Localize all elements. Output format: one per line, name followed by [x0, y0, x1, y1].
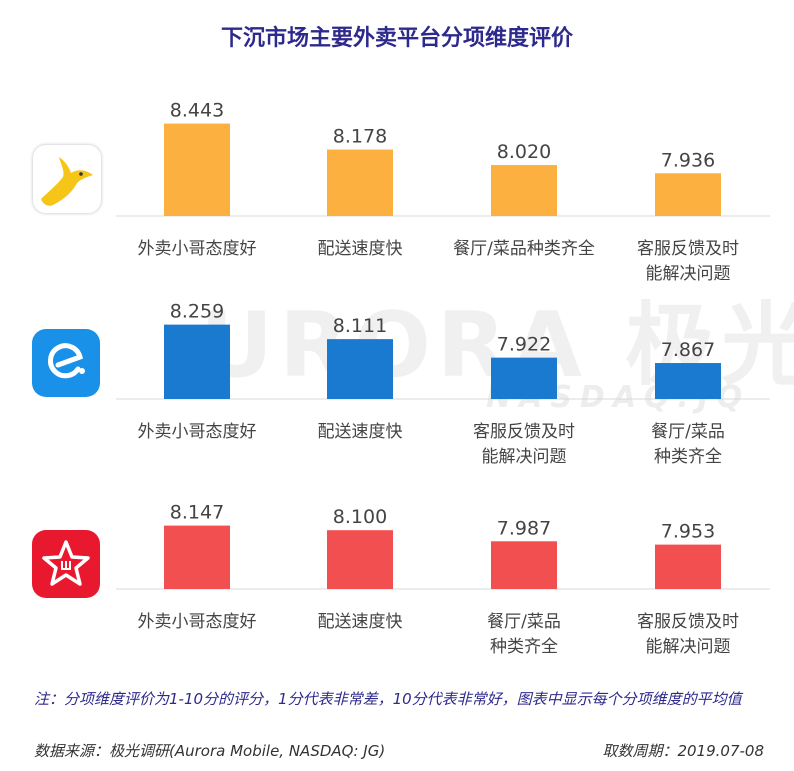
chart-1-category-label: 餐厅/菜品种类齐全: [453, 239, 595, 259]
chart-3-category-label: 种类齐全: [490, 637, 558, 657]
chart-1-bar: [327, 149, 393, 216]
chart-1-value-label: 8.443: [170, 100, 224, 122]
eleme-logo-icon: [47, 343, 85, 379]
chart-3-category-label: 客服反馈及时: [637, 612, 739, 632]
chart-3-value-label: 8.100: [333, 506, 387, 528]
chart-3-value-label: 7.953: [661, 521, 715, 543]
chart-3-value-label: 8.147: [170, 502, 224, 524]
chart-2-category-label: 能解决问题: [482, 447, 567, 467]
chart-2-category-label: 餐厅/菜品: [651, 422, 725, 442]
chart-3-category-label: 配送速度快: [318, 612, 403, 632]
chart-2-bar: [164, 324, 230, 399]
chart-2-value-label: 8.111: [333, 315, 387, 337]
chart-2-value-label: 8.259: [170, 301, 224, 323]
chart-2-value-label: 7.922: [497, 334, 551, 356]
chart-1-category-label: 外卖小哥态度好: [138, 239, 257, 259]
chart-2-bar: [491, 357, 557, 399]
chart-3-bar: [164, 525, 230, 589]
chart-2-bar: [655, 363, 721, 399]
chart-1-category-label: 客服反馈及时: [637, 239, 739, 259]
chart-3-bar: [327, 530, 393, 589]
chart-2-category-label: 种类齐全: [654, 447, 722, 467]
chart-2-bar: [327, 339, 393, 399]
chart-2-category-label: 配送速度快: [318, 422, 403, 442]
data-period: 取数周期：2019.07-08: [602, 742, 764, 760]
chart-2-value-label: 7.867: [661, 339, 715, 361]
chart-1-bar: [164, 123, 230, 216]
chart-3-category-label: 外卖小哥态度好: [138, 612, 257, 632]
chart-3-bar: [491, 541, 557, 589]
meituan-kangaroo-icon: [41, 157, 93, 206]
eleme-logo: [32, 329, 100, 397]
meituan-logo: [32, 144, 102, 214]
chart-1-category-label: 配送速度快: [318, 239, 403, 259]
page-title: 下沉市场主要外卖平台分项维度评价: [220, 26, 573, 51]
chart-3-category-label: 能解决问题: [646, 637, 731, 657]
bar-charts: 8.443外卖小哥态度好8.178配送速度快8.020餐厅/菜品种类齐全7.93…: [116, 100, 770, 657]
data-source: 数据来源：极光调研(Aurora Mobile, NASDAQ: JG): [34, 742, 386, 760]
chart-1-bar: [491, 165, 557, 216]
footnote: 注：分项维度评价为1-10分的评分，1分代表非常差，10分代表非常好，图表中显示…: [34, 690, 742, 708]
chart-1-value-label: 7.936: [661, 149, 715, 171]
chart-1-bar: [655, 173, 721, 216]
baidu-waimai-star-icon: [42, 540, 90, 586]
chart-2-category-label: 客服反馈及时: [473, 422, 575, 442]
chart-3-value-label: 7.987: [497, 517, 551, 539]
chart-3-category-label: 餐厅/菜品: [487, 612, 561, 632]
chart-2-category-label: 外卖小哥态度好: [138, 422, 257, 442]
chart-1-value-label: 8.020: [497, 141, 551, 163]
chart-1-category-label: 能解决问题: [646, 264, 731, 284]
chart-3-bar: [655, 544, 721, 589]
baidu-waimai-logo: [32, 530, 100, 598]
chart-1-value-label: 8.178: [333, 126, 387, 148]
